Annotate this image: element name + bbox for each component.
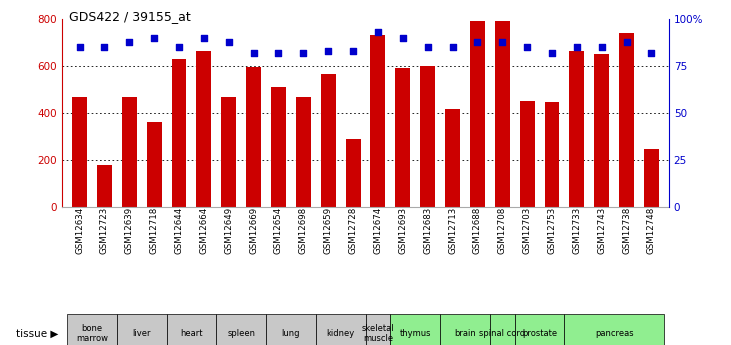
Bar [366, 314, 390, 345]
Bar [117, 314, 167, 345]
Text: GDS422 / 39155_at: GDS422 / 39155_at [69, 10, 192, 23]
Bar [490, 314, 515, 345]
Point [496, 39, 508, 44]
Bar [390, 314, 440, 345]
Text: thymus: thymus [399, 329, 431, 338]
Bar [371, 36, 385, 207]
Bar [395, 68, 410, 207]
Text: GSM12723: GSM12723 [100, 207, 109, 254]
Point [546, 50, 558, 56]
Text: pancreas: pancreas [595, 329, 634, 338]
Bar [346, 139, 360, 207]
Text: GSM12738: GSM12738 [622, 207, 631, 254]
Text: GSM12753: GSM12753 [548, 207, 556, 254]
Bar [147, 122, 162, 207]
Bar [197, 51, 211, 207]
Point [223, 39, 235, 44]
Point [273, 50, 284, 56]
Text: GSM12649: GSM12649 [224, 207, 233, 254]
Text: skeletal
muscle: skeletal muscle [362, 324, 394, 344]
Text: GSM12644: GSM12644 [175, 207, 183, 254]
Bar [445, 109, 460, 207]
Bar [569, 51, 584, 207]
Bar [221, 97, 236, 207]
Text: GSM12698: GSM12698 [299, 207, 308, 254]
Bar [594, 54, 609, 207]
Bar [545, 102, 559, 207]
Text: GSM12708: GSM12708 [498, 207, 507, 254]
Text: GSM12743: GSM12743 [597, 207, 606, 254]
Text: tissue ▶: tissue ▶ [16, 329, 58, 339]
Point [248, 50, 260, 56]
Point [471, 39, 483, 44]
Text: liver: liver [132, 329, 151, 338]
Point [347, 48, 359, 54]
Text: GSM12688: GSM12688 [473, 207, 482, 254]
Text: GSM12693: GSM12693 [398, 207, 407, 254]
Text: kidney: kidney [327, 329, 355, 338]
Text: GSM12718: GSM12718 [150, 207, 159, 254]
Bar [67, 314, 117, 345]
Point [621, 39, 632, 44]
Bar [520, 101, 534, 207]
Bar [122, 97, 137, 207]
Text: GSM12659: GSM12659 [324, 207, 333, 254]
Bar [167, 314, 216, 345]
Point [322, 48, 334, 54]
Point [397, 35, 409, 40]
Text: GSM12634: GSM12634 [75, 207, 84, 254]
Text: prostate: prostate [522, 329, 557, 338]
Bar [97, 165, 112, 207]
Point [198, 35, 210, 40]
Bar [470, 21, 485, 207]
Bar [440, 314, 490, 345]
Bar [564, 314, 664, 345]
Bar [246, 67, 261, 207]
Bar [316, 314, 366, 345]
Point [173, 45, 185, 50]
Bar [515, 314, 564, 345]
Text: GSM12674: GSM12674 [374, 207, 382, 254]
Bar [644, 149, 659, 207]
Bar [321, 74, 336, 207]
Point [298, 50, 309, 56]
Point [372, 29, 384, 35]
Bar [266, 314, 316, 345]
Bar [619, 33, 634, 207]
Point [148, 35, 160, 40]
Bar [72, 97, 87, 207]
Text: spinal cord: spinal cord [480, 329, 526, 338]
Bar [172, 59, 186, 207]
Point [74, 45, 86, 50]
Point [645, 50, 657, 56]
Text: GSM12683: GSM12683 [423, 207, 432, 254]
Point [447, 45, 458, 50]
Text: GSM12733: GSM12733 [572, 207, 581, 254]
Bar [420, 66, 435, 207]
Bar [271, 87, 286, 207]
Point [521, 45, 533, 50]
Text: GSM12703: GSM12703 [523, 207, 531, 254]
Point [596, 45, 607, 50]
Text: GSM12713: GSM12713 [448, 207, 457, 254]
Point [422, 45, 433, 50]
Point [124, 39, 135, 44]
Text: GSM12664: GSM12664 [200, 207, 208, 254]
Text: bone
marrow: bone marrow [76, 324, 108, 344]
Text: spleen: spleen [227, 329, 255, 338]
Bar [296, 97, 311, 207]
Text: GSM12748: GSM12748 [647, 207, 656, 254]
Text: GSM12728: GSM12728 [349, 207, 357, 254]
Point [571, 45, 583, 50]
Text: GSM12639: GSM12639 [125, 207, 134, 254]
Bar [216, 314, 266, 345]
Text: brain: brain [454, 329, 476, 338]
Text: lung: lung [281, 329, 300, 338]
Point [99, 45, 110, 50]
Text: heart: heart [180, 329, 202, 338]
Bar [495, 21, 510, 207]
Text: GSM12669: GSM12669 [249, 207, 258, 254]
Text: GSM12654: GSM12654 [274, 207, 283, 254]
